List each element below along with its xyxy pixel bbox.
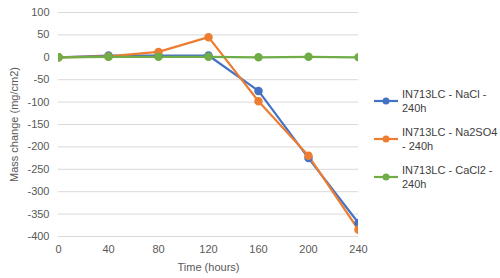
svg-text:-300: -300 [27,185,49,197]
svg-text:80: 80 [152,243,164,255]
svg-text:50: 50 [37,28,49,40]
svg-text:-400: -400 [27,230,49,242]
html-text:IN713LC - CaCl2 - 240h: IN713LC - CaCl2 - 240h [402,164,493,190]
svg-text:0: 0 [55,243,61,255]
svg-text:-50: -50 [34,73,50,85]
svg-text:160: 160 [249,243,267,255]
svg-text:240: 240 [349,243,367,255]
svg-text:200: 200 [299,243,317,255]
svg-text:Mass change (mg/cm2): Mass change (mg/cm2) [8,67,20,182]
svg-text:100: 100 [31,6,49,18]
svg-text:-200: -200 [27,140,49,152]
svg-text:-350: -350 [27,208,49,220]
svg-text:-150: -150 [27,118,49,130]
html-text:IN713LC - NaCl - 240h: IN713LC - NaCl - 240h [402,88,487,114]
svg-text:Time (hours): Time (hours) [178,261,240,273]
svg-text:40: 40 [102,243,114,255]
html-text:IN713LC - Na2SO4 - 240h: IN713LC - Na2SO4 - 240h [402,126,498,152]
svg-text:120: 120 [199,243,217,255]
svg-text:0: 0 [43,51,49,63]
svg-text:-100: -100 [27,96,49,108]
svg-text:-250: -250 [27,163,49,175]
